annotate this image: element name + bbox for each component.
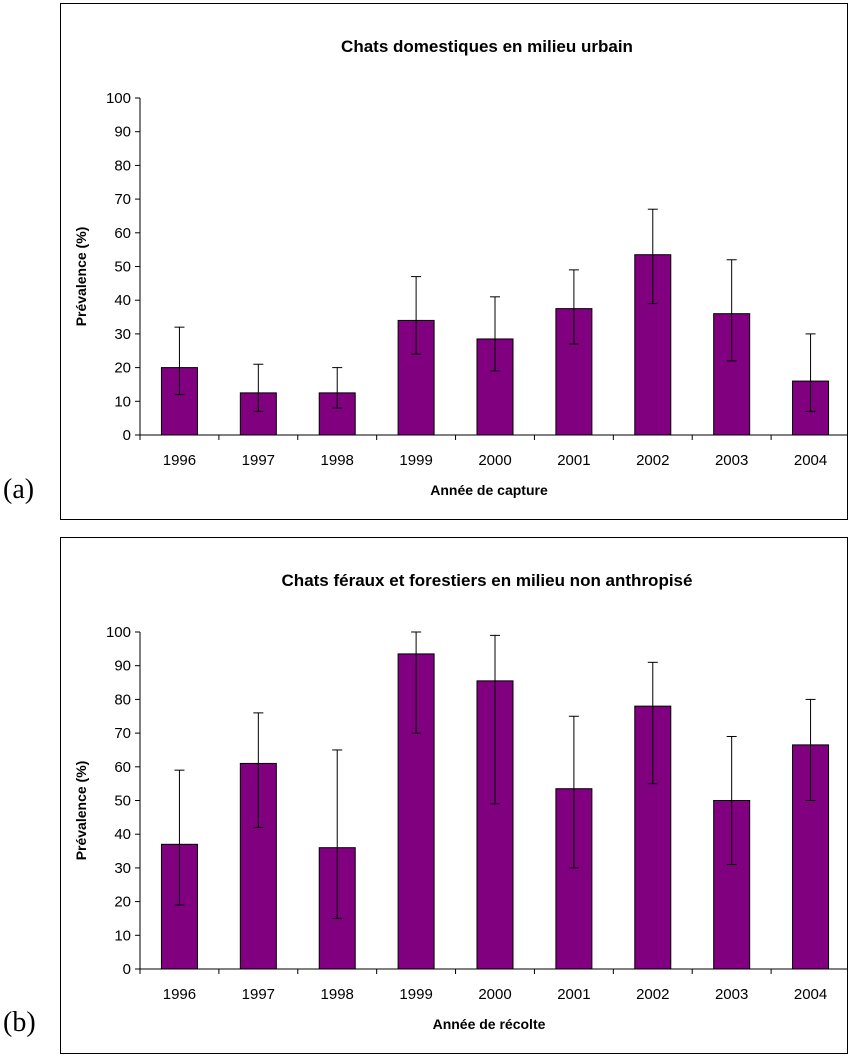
chart-a-svg: Chats domestiques en milieu urbain 0 10 20 3… bbox=[73, 37, 851, 498]
chart-a-y-tick-label: 100 bbox=[106, 90, 131, 107]
chart-panel-b: Chats féraux et forestiers en milieu non… bbox=[60, 537, 851, 1054]
chart-b-svg: Chats féraux et forestiers en milieu non… bbox=[73, 571, 851, 1032]
chart-b-x-axis-label: Année de récolte bbox=[433, 1016, 546, 1032]
chart-b-y-tick-label: 70 bbox=[114, 725, 131, 742]
chart-a-x-tick-label: 1999 bbox=[399, 452, 432, 469]
chart-a-y-tick-label: 10 bbox=[114, 393, 131, 410]
chart-a-x-tick-label: 2004 bbox=[794, 452, 827, 469]
chart-b-x-tick-label: 1999 bbox=[399, 986, 432, 1003]
chart-a-y-tick-label: 30 bbox=[114, 326, 131, 343]
chart-b-y-tick-label: 100 bbox=[106, 624, 131, 641]
chart-a-y-axis-label: Prévalence (%) bbox=[73, 227, 89, 327]
chart-a-y-tick-label: 20 bbox=[114, 360, 131, 377]
chart-b-y-tick-label: 20 bbox=[114, 894, 131, 911]
chart-a-x-tick-label: 2003 bbox=[715, 452, 748, 469]
chart-b-y-tick-label: 0 bbox=[123, 961, 131, 978]
chart-b-y-axis-label: Prévalence (%) bbox=[73, 761, 89, 861]
chart-a-title: Chats domestiques en milieu urbain bbox=[341, 37, 633, 56]
chart-b-x-tick-label: 1998 bbox=[321, 986, 354, 1003]
chart-a-x-axis-label: Année de capture bbox=[430, 482, 548, 498]
chart-b-x-tick-label: 2001 bbox=[557, 986, 590, 1003]
chart-a-x-tick-label: 2000 bbox=[478, 452, 511, 469]
chart-b-x-tick-label: 2004 bbox=[794, 986, 827, 1003]
chart-b-y-tick-label: 80 bbox=[114, 691, 131, 708]
chart-a-x-tick-label: 2002 bbox=[636, 452, 669, 469]
chart-b-y-tick-label: 90 bbox=[114, 658, 131, 675]
chart-b-x-tick-label: 1996 bbox=[163, 986, 196, 1003]
chart-a-x-tick-label: 2001 bbox=[557, 452, 590, 469]
chart-b-y-tick-label: 50 bbox=[114, 793, 131, 810]
chart-b-y-tick-label: 10 bbox=[114, 927, 131, 944]
chart-b-x-tick-label: 2002 bbox=[636, 986, 669, 1003]
chart-a-x-tick-label: 1997 bbox=[242, 452, 275, 469]
chart-a-y-tick-label: 90 bbox=[114, 124, 131, 141]
chart-b-x-tick-label: 1997 bbox=[242, 986, 275, 1003]
chart-a-y-tick-label: 0 bbox=[123, 427, 131, 444]
chart-a-y-tick-label: 40 bbox=[114, 292, 131, 309]
chart-a-y-tick-label: 50 bbox=[114, 259, 131, 276]
chart-b-title: Chats féraux et forestiers en milieu non… bbox=[282, 571, 693, 590]
chart-b-bar bbox=[792, 744, 830, 970]
chart-a-x-tick-label: 1996 bbox=[163, 452, 196, 469]
panel-label-a: (a) bbox=[3, 474, 35, 505]
chart-b-y-tick-label: 30 bbox=[114, 860, 131, 877]
panel-label-b: (b) bbox=[3, 1007, 36, 1038]
chart-a-y-tick-label: 60 bbox=[114, 225, 131, 242]
chart-a-y-tick-label: 70 bbox=[114, 191, 131, 208]
chart-b-y-tick-label: 60 bbox=[114, 759, 131, 776]
chart-panel-a: Chats domestiques en milieu urbain 0 10 20 3… bbox=[60, 3, 851, 520]
chart-a-x-tick-label: 1998 bbox=[321, 452, 354, 469]
chart-b-x-tick-label: 2000 bbox=[478, 986, 511, 1003]
chart-a-y-tick-label: 80 bbox=[114, 157, 131, 174]
chart-b-y-tick-label: 40 bbox=[114, 826, 131, 843]
chart-b-x-tick-label: 2003 bbox=[715, 986, 748, 1003]
